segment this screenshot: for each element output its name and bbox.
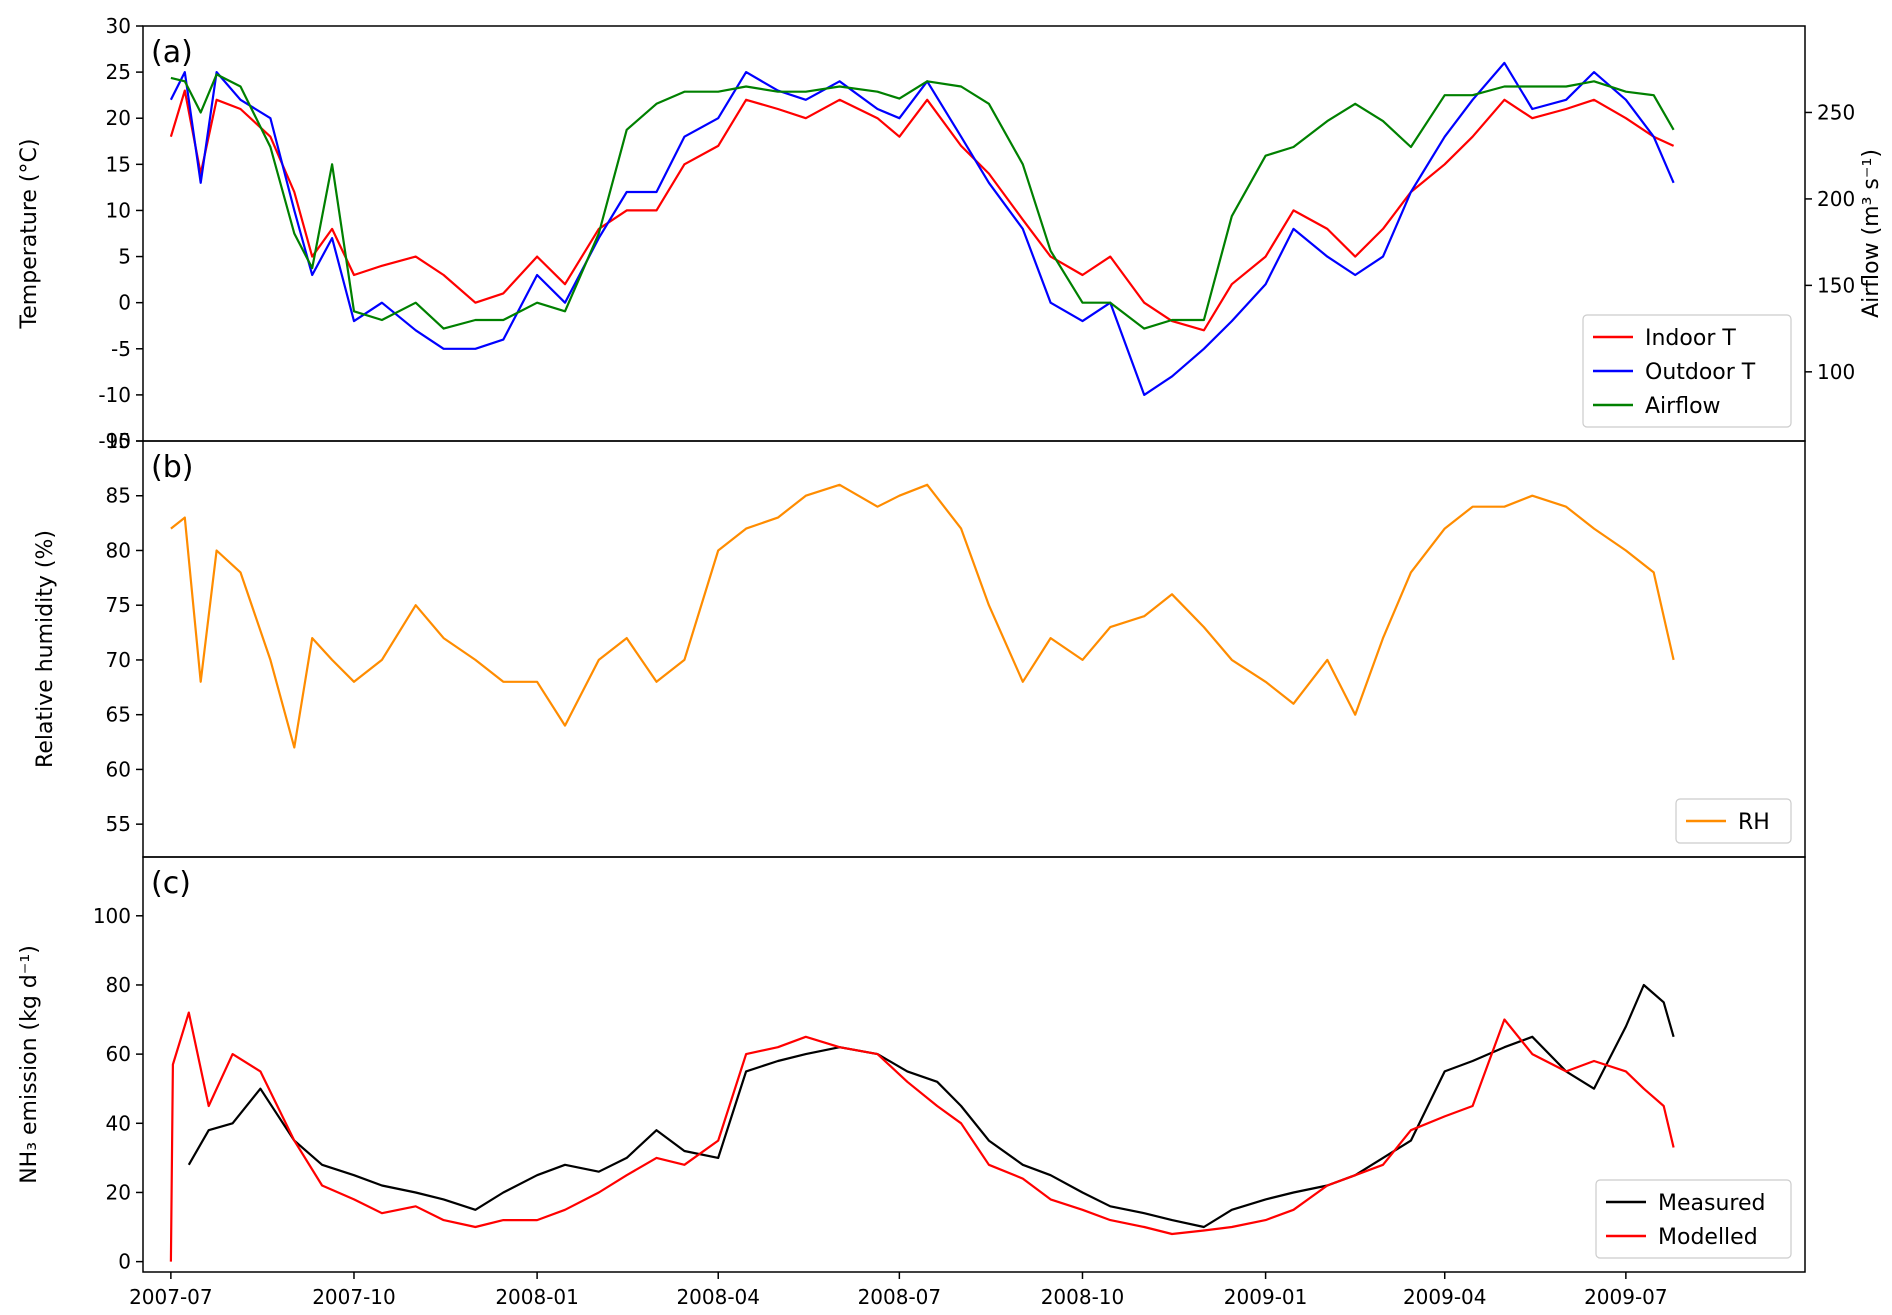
y-tick-label: 80 [106,538,131,562]
y-axis-label: Temperature (°C) [17,139,42,330]
y-tick-label: 20 [106,106,131,130]
legend-box [1582,314,1792,428]
legend-label: Outdoor T [1645,360,1756,385]
panel-1: 55 60 65 70 75 80 85 90 Relative humidity (%) (b)… [33,429,1806,858]
series-line-airflow [170,73,1675,330]
y-tick-label: 65 [106,703,131,727]
legend-label: Indoor T [1645,326,1736,351]
y-tick-label: 100 [93,904,131,928]
y-tick-label: 90 [106,429,131,453]
series-line-measured [187,983,1675,1229]
y-tick-label: 60 [106,757,131,781]
series-group [169,61,1675,396]
series-line-rh [170,483,1675,749]
y-tick-label: 70 [106,648,131,672]
y-tick-label: 20 [106,1180,131,1204]
series-group [169,983,1675,1262]
panel-label: (b) [151,450,193,485]
legend-label: Measured [1658,1191,1765,1216]
legend-label: Modelled [1658,1225,1758,1250]
x-tick-label: 2007-10 [312,1285,396,1309]
legend: Measured Modelled [1595,1179,1792,1259]
x-tick-label: 2008-04 [676,1285,760,1309]
y-tick-label: -10 [98,383,131,407]
plot-frame [142,25,1806,442]
y-tick-label: 30 [106,14,131,38]
series-line-modelled [169,1011,1675,1262]
legend-label: RH [1738,810,1770,835]
series-line-outdoor-t [169,61,1675,396]
panel-label: (c) [151,866,191,901]
panel-0: -15 -10 -5 0 5 10 15 20 25 30 100 150 200 250 Airflow … [17,14,1884,453]
y2-tick-label: 100 [1817,360,1855,384]
y-tick-label: 85 [106,484,131,508]
series-line-indoor-t [169,89,1675,332]
y-tick-label: 10 [106,198,131,222]
y-axis-label: Relative humidity (%) [33,530,58,768]
legend-box [1675,798,1792,844]
y-tick-label: -5 [111,337,131,361]
panel-label: (a) [151,35,193,70]
y-tick-label: 40 [106,1111,131,1135]
x-tick-label: 2008-10 [1041,1285,1125,1309]
x-tick-label: 2008-01 [495,1285,579,1309]
y-axis-label: NH₃ emission (kg d⁻¹) [17,945,42,1184]
legend: RH [1675,798,1792,844]
y-tick-label: -15 [98,429,131,453]
series-group [170,483,1675,749]
x-tick-label: 2009-04 [1403,1285,1487,1309]
y-tick-label: 0 [118,291,131,315]
y-tick-label: 75 [106,593,131,617]
y-tick-label: 80 [106,973,131,997]
y-tick-label: 0 [118,1250,131,1274]
y-tick-label: 5 [118,245,131,269]
y-tick-label: 60 [106,1042,131,1066]
legend-box [1595,1179,1792,1259]
legend-label: Airflow [1645,394,1721,419]
x-tick-label: 2009-01 [1224,1285,1308,1309]
panel-2: 0 20 40 60 80 100 2007-07 2007-10 2008-01 2008-04… [17,856,1806,1309]
y-tick-label: 55 [106,812,131,836]
y2-tick-label: 150 [1817,273,1855,297]
plot-frame [142,856,1806,1273]
x-tick-label: 2009-07 [1584,1285,1668,1309]
x-tick-label: 2007-07 [129,1285,213,1309]
y2-axis-label: Airflow (m³ s⁻¹) [1859,149,1884,318]
y-tick-label: 15 [106,152,131,176]
y2-tick-label: 250 [1817,100,1855,124]
x-tick-label: 2008-07 [858,1285,942,1309]
y2-tick-label: 200 [1817,187,1855,211]
y-tick-label: 25 [106,60,131,84]
legend: Indoor T Outdoor T Airflow [1582,314,1792,428]
